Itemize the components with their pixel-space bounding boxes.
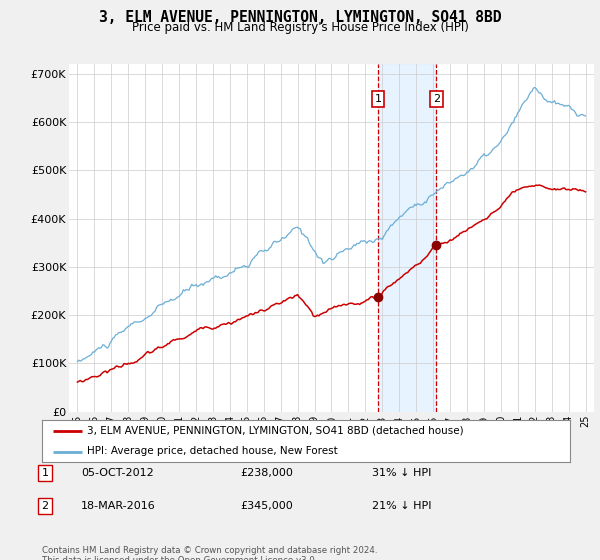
Text: Price paid vs. HM Land Registry's House Price Index (HPI): Price paid vs. HM Land Registry's House … <box>131 21 469 34</box>
Text: 05-OCT-2012: 05-OCT-2012 <box>81 468 154 478</box>
Text: 2: 2 <box>433 94 440 104</box>
Text: £345,000: £345,000 <box>240 501 293 511</box>
Text: HPI: Average price, detached house, New Forest: HPI: Average price, detached house, New … <box>87 446 338 456</box>
Text: 1: 1 <box>41 468 49 478</box>
Text: 3, ELM AVENUE, PENNINGTON, LYMINGTON, SO41 8BD (detached house): 3, ELM AVENUE, PENNINGTON, LYMINGTON, SO… <box>87 426 464 436</box>
Text: 18-MAR-2016: 18-MAR-2016 <box>81 501 156 511</box>
Text: 21% ↓ HPI: 21% ↓ HPI <box>372 501 431 511</box>
Text: 2: 2 <box>41 501 49 511</box>
Text: 3, ELM AVENUE, PENNINGTON, LYMINGTON, SO41 8BD: 3, ELM AVENUE, PENNINGTON, LYMINGTON, SO… <box>99 10 501 25</box>
Text: £238,000: £238,000 <box>240 468 293 478</box>
Bar <box>378 64 436 412</box>
Text: Contains HM Land Registry data © Crown copyright and database right 2024.
This d: Contains HM Land Registry data © Crown c… <box>42 546 377 560</box>
Text: 31% ↓ HPI: 31% ↓ HPI <box>372 468 431 478</box>
Text: 1: 1 <box>374 94 382 104</box>
